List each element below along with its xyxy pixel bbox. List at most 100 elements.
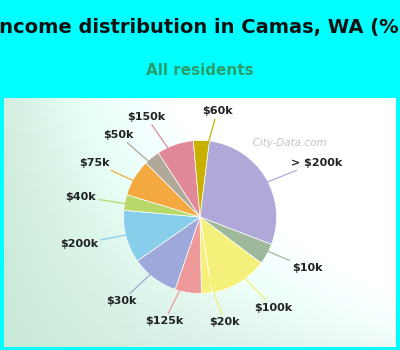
Bar [112,257,117,260]
Bar [298,163,303,166]
Bar [303,281,308,284]
Bar [146,257,151,260]
Bar [53,129,58,132]
Bar [19,145,24,148]
Bar [298,169,303,173]
Bar [239,328,244,331]
Bar [269,151,274,154]
Bar [97,287,102,290]
Bar [200,107,205,111]
Bar [28,176,34,179]
Bar [244,163,249,166]
Bar [68,287,73,290]
Bar [19,154,24,157]
Bar [151,204,156,207]
Bar [19,334,24,337]
Bar [269,290,274,294]
Bar [48,287,53,290]
Bar [38,173,43,176]
Bar [24,318,28,322]
Bar [234,232,239,235]
Bar [43,247,48,250]
Bar [332,229,337,232]
Bar [254,315,259,318]
Bar [58,141,63,145]
Bar [48,201,53,204]
Bar [215,138,220,141]
Bar [234,306,239,309]
Bar [303,234,308,238]
Bar [82,287,87,290]
Bar [53,312,58,315]
Bar [342,269,347,272]
Bar [180,244,185,247]
Bar [14,315,19,318]
Bar [249,306,254,309]
Bar [9,232,14,235]
Bar [34,176,38,179]
Bar [102,197,107,201]
Bar [190,123,195,126]
Bar [283,234,288,238]
Bar [156,173,161,176]
Bar [14,278,19,281]
Bar [322,104,327,107]
Bar [264,157,268,160]
Bar [48,232,53,235]
Bar [73,204,78,207]
Bar [141,250,146,253]
Bar [318,272,322,275]
Bar [92,269,97,272]
Bar [180,101,185,104]
Bar [107,337,112,340]
Bar [28,300,34,303]
Bar [180,135,185,138]
Bar [264,287,268,290]
Bar [146,325,151,328]
Bar [122,219,126,222]
Bar [205,132,210,135]
Bar [269,281,274,284]
Bar [269,148,274,151]
Bar [230,325,234,328]
Bar [239,278,244,281]
Bar [313,262,318,266]
Bar [161,322,166,325]
Bar [322,117,327,120]
Bar [372,157,376,160]
Bar [126,241,131,244]
Bar [38,222,43,225]
Bar [274,238,278,241]
Bar [68,210,73,213]
Bar [24,154,28,157]
Bar [337,107,342,111]
Bar [34,129,38,132]
Bar [151,318,156,322]
Bar [210,290,215,294]
Bar [43,126,48,129]
Bar [283,117,288,120]
Bar [87,204,92,207]
Bar [195,229,200,232]
Bar [176,201,180,204]
Bar [264,241,268,244]
Bar [322,210,327,213]
Bar [293,318,298,322]
Bar [73,182,78,185]
Bar [239,269,244,272]
Bar [386,188,391,191]
Bar [244,204,249,207]
Bar [63,287,68,290]
Bar [107,216,112,219]
Bar [239,275,244,278]
Bar [269,219,274,222]
Bar [166,315,170,318]
Bar [185,325,190,328]
Bar [161,232,166,235]
Bar [185,132,190,135]
Bar [308,141,313,145]
Bar [372,173,376,176]
Bar [391,266,396,269]
Bar [102,188,107,191]
Bar [68,257,73,260]
